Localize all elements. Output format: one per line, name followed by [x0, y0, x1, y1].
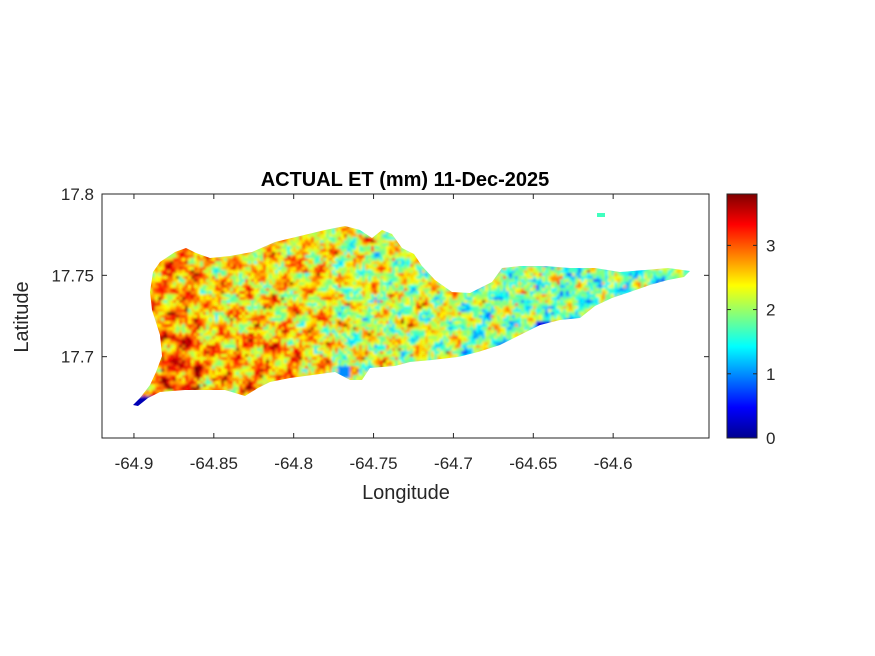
y-axis: 17.7 17.75 17.8	[51, 185, 709, 367]
colorbar-tick-label: 2	[766, 301, 775, 320]
x-tick-label: -64.9	[115, 454, 154, 473]
x-tick-label: -64.75	[349, 454, 397, 473]
colorbar: 0 1 2 3	[726, 193, 775, 448]
x-tick-label: -64.65	[509, 454, 557, 473]
y-tick-label: 17.7	[61, 348, 94, 367]
islet	[597, 213, 605, 217]
x-axis: -64.9 -64.85 -64.8 -64.75 -64.7 -64.65 -64.6	[115, 194, 633, 473]
y-tick-label: 17.8	[61, 185, 94, 204]
x-tick-label: -64.7	[434, 454, 473, 473]
colorbar-tick-label: 1	[766, 365, 775, 384]
x-tick-label: -64.85	[190, 454, 238, 473]
colorbar-tick-label: 3	[766, 236, 775, 255]
chart-title: ACTUAL ET (mm) 11-Dec-2025	[261, 169, 550, 191]
x-axis-label: Longitude	[362, 482, 450, 504]
colorbar-tick-label: 0	[766, 429, 775, 448]
y-axis-label: Latitude	[11, 281, 33, 352]
x-tick-label: -64.8	[274, 454, 313, 473]
x-tick-label: -64.6	[594, 454, 633, 473]
colorbar-gradient	[726, 193, 758, 439]
y-tick-label: 17.75	[51, 266, 94, 285]
